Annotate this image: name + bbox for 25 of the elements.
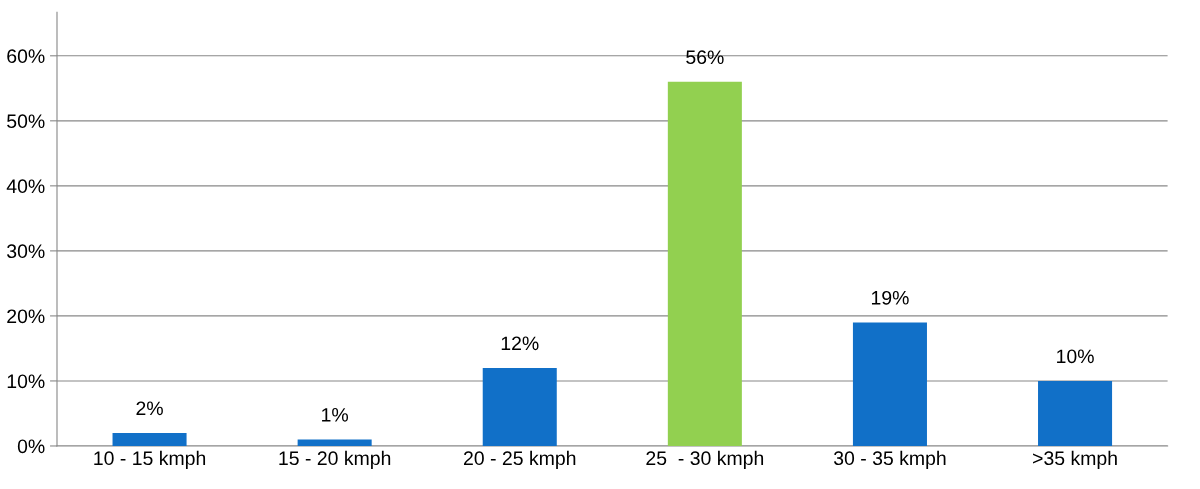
- x-tick-label: 30 - 35 kmph: [833, 450, 946, 469]
- x-tick-label: 20 - 25 kmph: [463, 450, 576, 469]
- y-tick-label: 30%: [7, 244, 45, 259]
- data-label: 1%: [322, 408, 349, 422]
- bar: [852, 322, 927, 446]
- data-label: 56%: [686, 50, 724, 65]
- bar: [297, 439, 372, 446]
- bar: [1038, 380, 1113, 446]
- bar: [112, 432, 187, 446]
- x-tick-label: >35 kmph: [1033, 450, 1117, 469]
- data-label: 10%: [1057, 349, 1094, 364]
- bar: [482, 367, 557, 446]
- x-tick-label: 15 - 20 kmph: [279, 450, 391, 469]
- y-tick-label: 10%: [7, 374, 45, 389]
- y-tick-label: 50%: [7, 114, 45, 129]
- y-tick-label: 0%: [17, 439, 45, 454]
- data-label: 2%: [136, 401, 163, 416]
- data-label: 19%: [871, 290, 909, 305]
- y-tick-label: 60%: [7, 49, 45, 64]
- data-label: 12%: [501, 336, 539, 351]
- bar: [667, 81, 742, 446]
- x-tick-label: 25 - 30 kmph: [646, 450, 764, 469]
- y-tick-label: 40%: [6, 179, 45, 194]
- y-tick-label: 20%: [7, 309, 45, 324]
- x-tick-label: 10 - 15 kmph: [94, 450, 206, 469]
